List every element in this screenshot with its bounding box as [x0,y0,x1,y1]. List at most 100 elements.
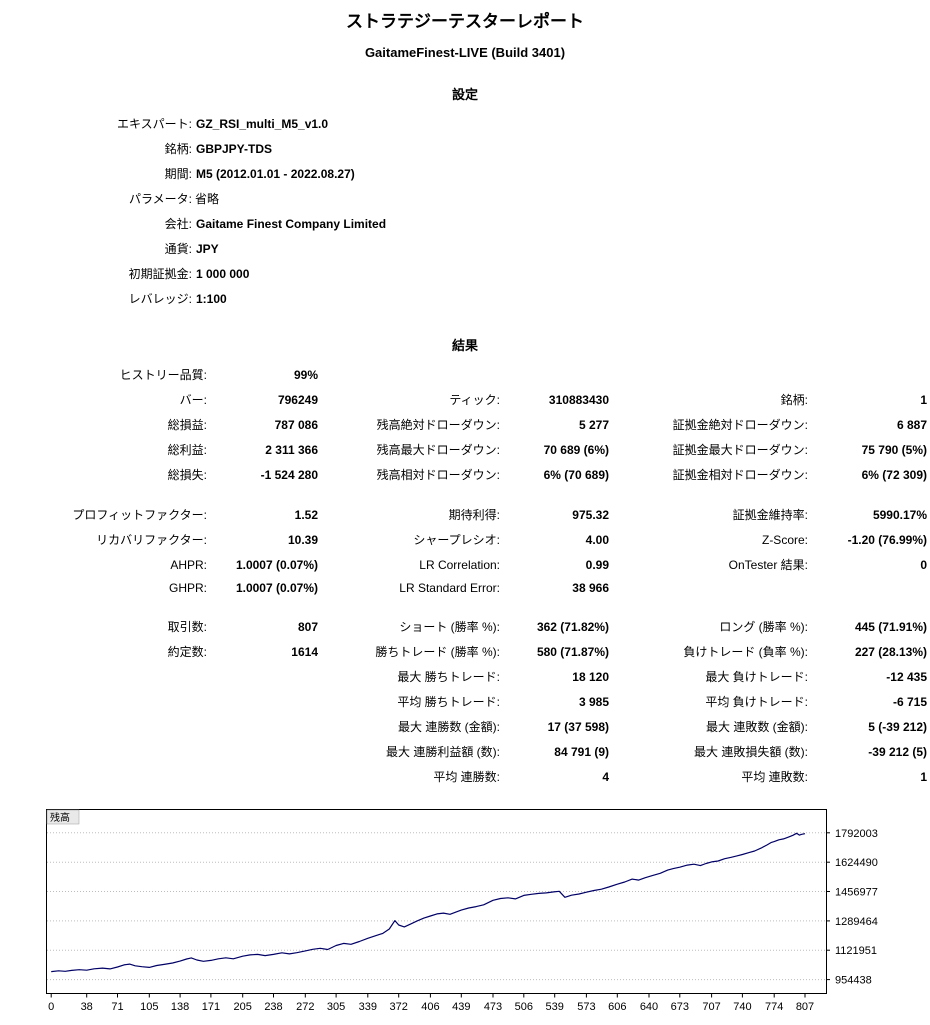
settings-table: エキスパート: GZ_RSI_multi_M5_v1.0 銘柄: GBPJPY-TDS… [60,111,388,311]
result-row: 総損益: 787 086 残高絶対ドローダウン: 5 277 証拠金絶対ドローダウン: 6… [0,412,929,437]
setting-label: 会社: [164,217,192,231]
settings-table-body: エキスパート: GZ_RSI_multi_M5_v1.0 銘柄: GBPJPY-TDS… [60,111,388,311]
result-row: 平均 勝ちトレード: 3 985 平均 負けトレード: -6 715 [0,689,929,714]
result-row: 約定数: 1614 勝ちトレード (勝率 %): 580 (71.87%) 負けトレード… [0,639,929,664]
result-value: 38 966 [572,581,609,595]
result-label: 総損失: [167,468,207,482]
x-tick-label: 205 [234,1001,252,1013]
setting-value: 省略 [195,192,220,206]
setting-label: エキスパート: [117,117,192,131]
setting-label: 銘柄: [164,142,192,156]
balance-line [51,832,806,973]
result-label: プロフィットファクター: [72,508,207,522]
results-spacer-cell [0,599,929,614]
result-label: バー: [179,393,207,407]
setting-label: 期間: [164,167,192,181]
page-title: ストラテジーテスターレポート [346,12,584,31]
x-tick-label: 171 [202,1001,220,1013]
result-label: 約定数: [167,645,207,659]
setting-row: 会社: Gaitame Finest Company Limited [60,211,388,236]
result-label: ロング (勝率 %): [719,620,808,634]
result-label: 総利益: [167,443,207,457]
plot-border [46,809,827,994]
result-value: 70 689 (6%) [543,442,609,457]
result-label: 負けトレード (負率 %): [683,645,808,659]
result-value [209,664,320,689]
x-tick-label: 138 [171,1001,189,1013]
result-label: 取引数: [167,620,207,634]
result-row: AHPR: 1.0007 (0.07%) LR Correlation: 0.99 On… [0,552,929,577]
results-heading: 結果 [451,338,478,353]
result-label: 最大 勝ちトレード: [397,670,500,684]
result-row: リカバリファクター: 10.39 シャープレシオ: 4.00 Z-Score: -1.20… [0,527,929,552]
result-label [0,689,209,714]
result-value: 1.52 [294,507,318,522]
setting-row: 初期証拠金: 1 000 000 [60,261,388,286]
result-row: 総損失: -1 524 280 残高相対ドローダウン: 6% (70 689) 証拠金相… [0,462,929,487]
y-tick-label: 1456977 [835,887,878,899]
result-value: 10.39 [287,532,318,547]
result-label: 証拠金最大ドローダウン: [672,443,808,457]
results-table: ヒストリー品質: 99% バー: 796249 ティック: 310883430 銘柄: 1 総損… [0,362,929,789]
result-value: 1 [920,392,927,407]
result-label: 平均 連敗数: [741,770,808,784]
result-value: 5990.17% [872,507,927,522]
result-value [502,362,611,387]
setting-row: パラメータ: 省略 [60,186,388,211]
result-label: ショート (勝率 %): [399,620,500,634]
y-tick-label: 1792003 [835,828,878,840]
result-label: 期待利得: [448,508,500,522]
result-label: GHPR: [168,581,207,595]
result-row: プロフィットファクター: 1.52 期待利得: 975.32 証拠金維持率: 5990.1… [0,502,929,527]
result-label [0,739,209,764]
setting-value: GZ_RSI_multi_M5_v1.0 [196,116,329,131]
result-row: ヒストリー品質: 99% [0,362,929,387]
result-value: 6% (72 309) [861,467,927,482]
result-label: シャープレシオ: [413,533,500,547]
setting-value: GBPJPY-TDS [196,141,273,156]
result-row: 取引数: 807 ショート (勝率 %): 362 (71.82%) ロング (勝率 %… [0,614,929,639]
result-label: 勝ちトレード (勝率 %): [375,645,500,659]
setting-label: パラメータ: [129,192,192,206]
setting-value: Gaitame Finest Company Limited [196,216,387,231]
result-label [0,764,209,789]
result-value [810,577,929,599]
setting-row: エキスパート: GZ_RSI_multi_M5_v1.0 [60,111,388,136]
x-tick-label: 238 [264,1001,282,1013]
result-value: 6% (70 689) [543,467,609,482]
result-label: ティック: [449,393,500,407]
x-tick-label: 105 [140,1001,158,1013]
result-value: 5 (-39 212) [868,719,927,734]
x-tick-label: 406 [421,1001,439,1013]
results-spacer-cell [0,487,929,502]
x-tick-label: 339 [359,1001,377,1013]
result-value: 4 [602,769,609,784]
result-value: 807 [297,619,318,634]
result-row: バー: 796249 ティック: 310883430 銘柄: 1 [0,387,929,412]
result-label: AHPR: [170,557,207,572]
result-value: 99% [293,367,318,382]
results-spacer-row [0,599,929,614]
result-row: 最大 連勝利益額 (数): 84 791 (9) 最大 連敗損失額 (数): -39 … [0,739,929,764]
result-value [209,764,320,789]
result-label: LR Standard Error: [399,581,500,595]
x-tick-label: 38 [81,1001,93,1013]
result-value: 1 [920,769,927,784]
result-label: 証拠金維持率: [732,508,808,522]
result-value [209,714,320,739]
result-value: 1614 [291,644,318,659]
result-label: 平均 負けトレード: [705,695,808,709]
result-label: OnTester 結果: [728,558,808,572]
result-value [209,689,320,714]
result-value [810,362,929,387]
result-label: 平均 連勝数: [433,770,500,784]
result-value: 445 (71.91%) [854,619,927,634]
result-label: 最大 連敗数 (金額): [706,720,808,734]
result-label: LR Correlation: [419,557,500,572]
result-label: ヒストリー品質: [119,368,207,382]
report-subtitle: GaitameFinest-LIVE (Build 3401) [364,45,566,60]
result-value: 580 (71.87%) [536,644,609,659]
result-label [0,714,209,739]
result-label: Z-Score: [761,532,808,547]
result-label: 残高相対ドローダウン: [376,468,500,482]
